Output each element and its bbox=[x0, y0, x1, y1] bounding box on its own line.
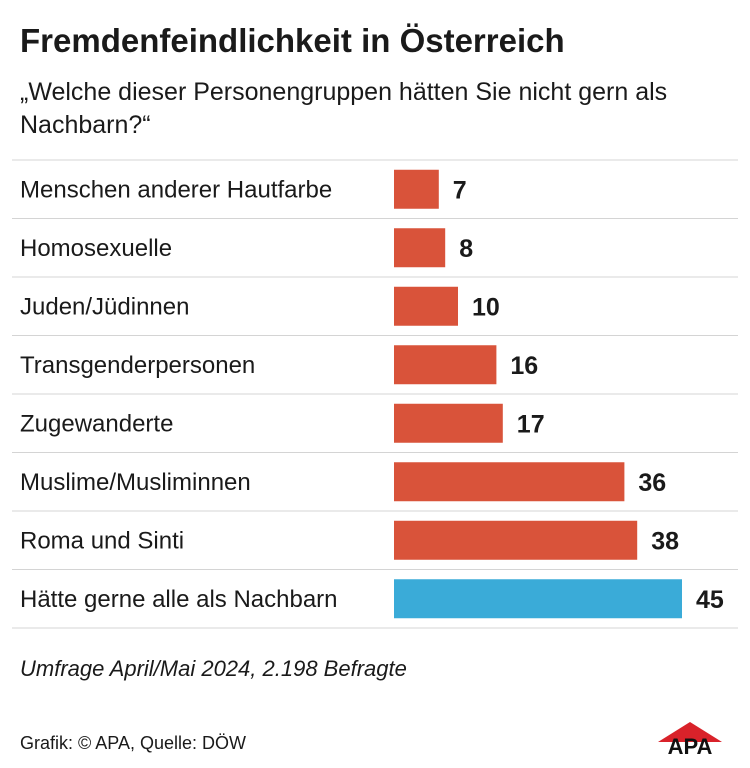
value-label: 8 bbox=[459, 235, 473, 263]
category-label: Hätte gerne alle als Nachbarn bbox=[20, 586, 338, 613]
source-credit: Grafik: © APA, Quelle: DÖW bbox=[20, 733, 246, 753]
survey-note: Umfrage April/Mai 2024, 2.198 Befragte bbox=[20, 656, 407, 681]
bar bbox=[394, 169, 439, 209]
category-label: Zugewanderte bbox=[20, 410, 173, 437]
bar bbox=[394, 286, 458, 326]
value-label: 10 bbox=[472, 293, 500, 321]
category-label: Roma und Sinti bbox=[20, 527, 184, 554]
category-label: Juden/Jüdinnen bbox=[20, 293, 189, 320]
value-label: 38 bbox=[651, 527, 679, 555]
bar bbox=[394, 228, 446, 268]
category-label: Transgenderpersonen bbox=[20, 352, 255, 379]
category-label: Homosexuelle bbox=[20, 235, 172, 262]
value-label: 17 bbox=[517, 410, 545, 438]
bar bbox=[394, 403, 503, 443]
bar bbox=[394, 345, 497, 385]
apa-logo: APA bbox=[658, 722, 722, 756]
category-label: Muslime/Musliminnen bbox=[20, 469, 251, 496]
chart-title: Fremdenfeindlichkeit in Österreich bbox=[20, 22, 565, 59]
value-label: 7 bbox=[453, 176, 467, 204]
apa-logo-mark bbox=[658, 722, 722, 742]
category-label: Menschen anderer Hautfarbe bbox=[20, 176, 332, 203]
chart-subtitle: „Welche dieser Personengruppen hätten Si… bbox=[20, 78, 668, 139]
value-label: 36 bbox=[638, 469, 666, 497]
apa-logo-text: APA bbox=[668, 734, 713, 756]
bar bbox=[394, 579, 682, 619]
bar-chart: Menschen anderer Hautfarbe 7 Homosexuelle 8… bbox=[12, 159, 738, 629]
bar bbox=[394, 462, 625, 502]
bar bbox=[394, 520, 638, 560]
value-label: 16 bbox=[510, 352, 538, 380]
value-label: 45 bbox=[696, 586, 724, 614]
